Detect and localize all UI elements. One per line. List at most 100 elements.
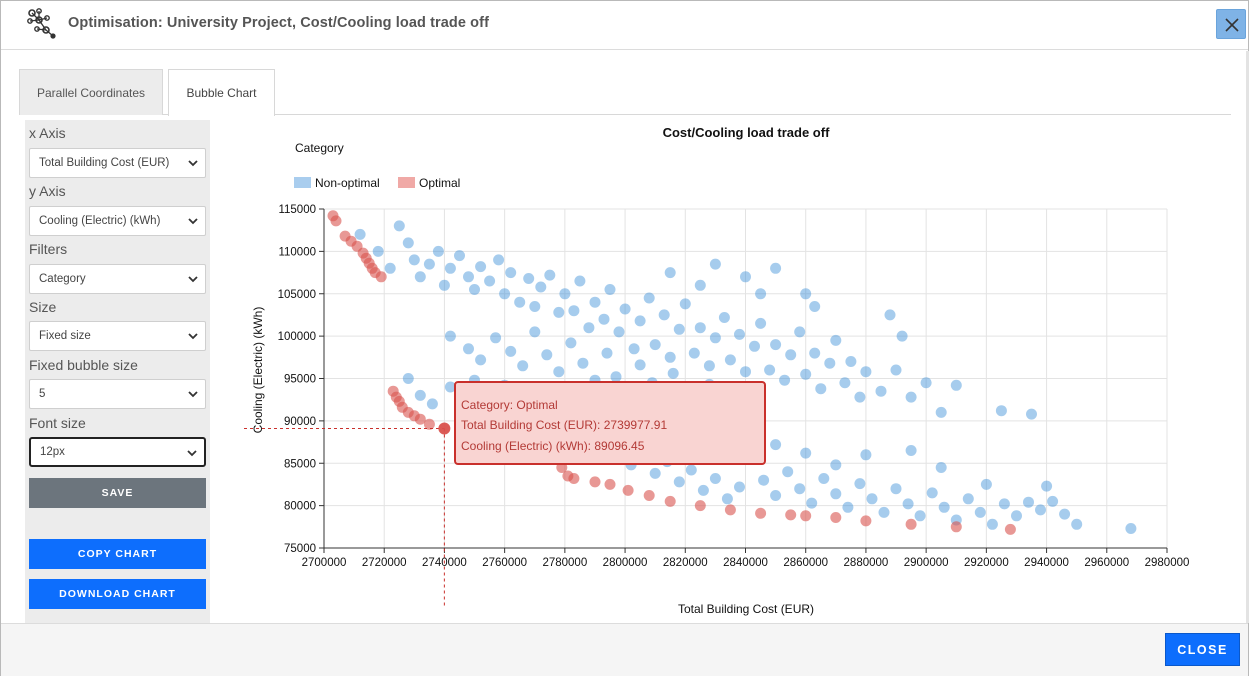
- optimal-point[interactable]: [860, 515, 872, 527]
- non-optimal-point[interactable]: [890, 483, 902, 495]
- optimal-point[interactable]: [830, 512, 842, 523]
- non-optimal-point[interactable]: [664, 351, 676, 363]
- non-optimal-point[interactable]: [484, 275, 496, 287]
- filters-select[interactable]: Category: [29, 264, 206, 294]
- non-optimal-point[interactable]: [583, 322, 595, 334]
- non-optimal-point[interactable]: [514, 296, 526, 308]
- optimal-point[interactable]: [414, 413, 426, 425]
- non-optimal-point[interactable]: [1059, 508, 1071, 520]
- non-optimal-point[interactable]: [475, 354, 487, 366]
- non-optimal-point[interactable]: [920, 377, 932, 389]
- optimal-point[interactable]: [589, 476, 601, 488]
- non-optimal-point[interactable]: [505, 345, 517, 357]
- non-optimal-point[interactable]: [601, 347, 613, 359]
- non-optimal-point[interactable]: [935, 462, 947, 473]
- non-optimal-point[interactable]: [800, 288, 812, 300]
- non-optimal-point[interactable]: [1125, 523, 1137, 534]
- optimal-point[interactable]: [568, 473, 580, 484]
- non-optimal-point[interactable]: [905, 445, 917, 456]
- non-optimal-point[interactable]: [619, 303, 631, 315]
- non-optimal-point[interactable]: [755, 288, 767, 300]
- non-optimal-point[interactable]: [914, 510, 926, 522]
- non-optimal-point[interactable]: [785, 349, 797, 361]
- non-optimal-point[interactable]: [703, 360, 715, 372]
- non-optimal-point[interactable]: [875, 385, 887, 397]
- non-optimal-point[interactable]: [444, 262, 456, 274]
- non-optimal-point[interactable]: [1035, 504, 1046, 516]
- optimal-point[interactable]: [800, 510, 812, 522]
- non-optimal-point[interactable]: [815, 383, 827, 395]
- font-size-select[interactable]: 12px: [29, 437, 206, 467]
- save-button[interactable]: SAVE: [29, 478, 206, 508]
- non-optimal-point[interactable]: [721, 493, 733, 505]
- non-optimal-point[interactable]: [905, 391, 917, 403]
- non-optimal-point[interactable]: [673, 323, 685, 335]
- non-optimal-point[interactable]: [926, 487, 938, 499]
- non-optimal-point[interactable]: [809, 301, 821, 312]
- non-optimal-point[interactable]: [830, 488, 842, 500]
- non-optimal-point[interactable]: [718, 312, 730, 323]
- non-optimal-point[interactable]: [980, 478, 992, 490]
- non-optimal-point[interactable]: [740, 271, 751, 283]
- non-optimal-point[interactable]: [809, 347, 821, 359]
- non-optimal-point[interactable]: [685, 464, 697, 476]
- non-optimal-point[interactable]: [860, 449, 872, 461]
- non-optimal-point[interactable]: [634, 359, 646, 371]
- non-optimal-point[interactable]: [499, 288, 511, 300]
- tab-bubble-chart[interactable]: Bubble Chart: [168, 69, 275, 116]
- non-optimal-point[interactable]: [697, 484, 709, 496]
- non-optimal-point[interactable]: [568, 305, 580, 317]
- non-optimal-point[interactable]: [598, 313, 610, 325]
- non-optimal-point[interactable]: [604, 284, 616, 295]
- non-optimal-point[interactable]: [986, 518, 998, 530]
- non-optimal-point[interactable]: [770, 339, 782, 351]
- non-optimal-point[interactable]: [1011, 510, 1022, 522]
- non-optimal-point[interactable]: [393, 220, 405, 232]
- tab-parallel-coordinates[interactable]: Parallel Coordinates: [19, 69, 163, 115]
- scrollbar[interactable]: [1246, 51, 1249, 623]
- non-optimal-point[interactable]: [890, 364, 902, 376]
- non-optimal-point[interactable]: [408, 254, 420, 266]
- non-optimal-point[interactable]: [423, 258, 435, 270]
- optimal-point[interactable]: [1004, 523, 1016, 535]
- non-optimal-point[interactable]: [1071, 518, 1083, 530]
- download-chart-button[interactable]: DOWNLOAD CHART: [29, 579, 206, 609]
- non-optimal-point[interactable]: [830, 334, 842, 346]
- non-optimal-point[interactable]: [842, 501, 854, 513]
- non-optimal-point[interactable]: [463, 271, 474, 283]
- non-optimal-point[interactable]: [1023, 496, 1034, 508]
- bubble-size-select[interactable]: 5: [29, 379, 206, 409]
- non-optimal-point[interactable]: [830, 459, 842, 471]
- non-optimal-point[interactable]: [517, 360, 529, 372]
- non-optimal-point[interactable]: [589, 296, 601, 308]
- non-optimal-point[interactable]: [426, 398, 438, 410]
- non-optimal-point[interactable]: [628, 343, 640, 355]
- non-optimal-point[interactable]: [896, 330, 908, 342]
- non-optimal-point[interactable]: [755, 317, 767, 329]
- non-optimal-point[interactable]: [770, 490, 782, 501]
- non-optimal-point[interactable]: [634, 315, 646, 327]
- non-optimal-point[interactable]: [779, 374, 791, 386]
- highlighted-point[interactable]: [438, 422, 451, 435]
- non-optimal-point[interactable]: [995, 405, 1007, 417]
- non-optimal-point[interactable]: [432, 245, 444, 257]
- non-optimal-point[interactable]: [709, 258, 721, 270]
- non-optimal-point[interactable]: [529, 326, 541, 338]
- non-optimal-point[interactable]: [402, 237, 414, 249]
- non-optimal-point[interactable]: [800, 447, 812, 459]
- non-optimal-point[interactable]: [1026, 408, 1037, 420]
- non-optimal-point[interactable]: [950, 379, 962, 391]
- non-optimal-point[interactable]: [649, 467, 661, 479]
- optimal-point[interactable]: [694, 500, 706, 512]
- non-optimal-point[interactable]: [758, 474, 770, 486]
- legend[interactable]: Non-optimal Optimal: [294, 176, 460, 190]
- non-optimal-point[interactable]: [414, 271, 426, 283]
- y-axis-select[interactable]: Cooling (Electric) (kWh): [29, 206, 206, 236]
- non-optimal-point[interactable]: [770, 262, 782, 274]
- non-optimal-point[interactable]: [541, 349, 553, 361]
- non-optimal-point[interactable]: [854, 478, 866, 490]
- non-optimal-point[interactable]: [740, 366, 751, 378]
- optimal-point[interactable]: [664, 495, 676, 507]
- non-optimal-point[interactable]: [694, 322, 706, 334]
- non-optimal-point[interactable]: [962, 493, 974, 505]
